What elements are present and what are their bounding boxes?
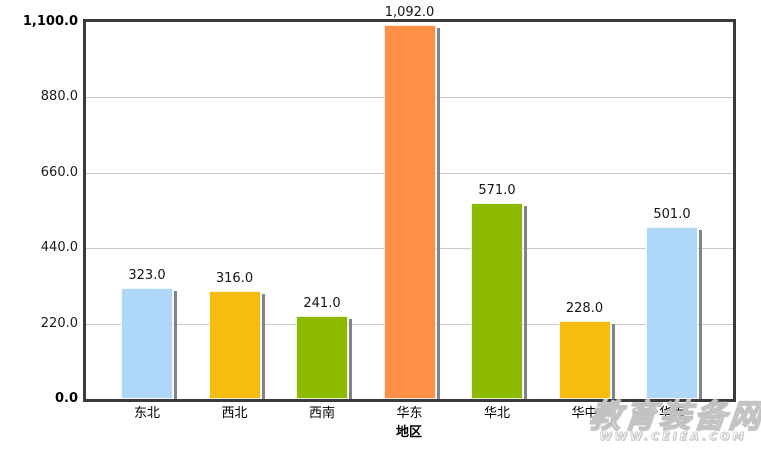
bars-layer: 323.0 东北 316.0 西北 241.0 西南 1,092.0 华东 571.0 华北 228… <box>86 6 733 421</box>
y-axis-tick-label: 220.0 <box>40 315 78 331</box>
bar-shadow <box>349 319 352 399</box>
bar-fill <box>296 316 348 399</box>
bar-value-label: 1,092.0 <box>384 5 435 20</box>
category-label: 东北 <box>133 406 161 421</box>
y-axis-tick-label: 660.0 <box>40 164 78 180</box>
bar-fill <box>471 203 523 399</box>
category-label: 华北 <box>483 406 511 421</box>
category-label: 西南 <box>308 406 336 421</box>
bar: 241.0 西南 <box>296 297 352 421</box>
x-axis-title: 地区 <box>395 425 423 440</box>
bar-fill <box>121 288 173 399</box>
bar-shadow <box>699 230 702 399</box>
bar-shadow <box>174 291 177 399</box>
bar: 228.0 华中 <box>558 302 615 421</box>
bar-shadow <box>261 294 265 399</box>
y-axis-tick-label: 880.0 <box>40 89 78 105</box>
y-axis-tick-label: 0.0 <box>54 391 78 406</box>
bar: 571.0 华北 <box>471 184 527 421</box>
bar-shadow <box>524 206 527 399</box>
category-label: 华南 <box>658 406 686 421</box>
bar-fill <box>558 321 611 399</box>
category-label: 西北 <box>221 406 248 421</box>
bar-value-label: 228.0 <box>565 301 604 316</box>
bar-fill <box>383 25 436 399</box>
bar-fill <box>646 227 698 399</box>
bar: 501.0 华南 <box>646 208 702 421</box>
bar: 323.0 东北 <box>121 269 177 421</box>
bar-shadow <box>611 324 615 399</box>
bar-value-label: 241.0 <box>303 296 341 311</box>
category-label: 华中 <box>571 406 598 421</box>
watermark-url: WWW.CEIEA.COM <box>599 430 747 444</box>
bar-value-label: 571.0 <box>478 183 516 198</box>
bar-value-label: 323.0 <box>128 268 166 283</box>
y-axis-tick-label: 440.0 <box>40 240 78 256</box>
category-label: 华东 <box>396 406 423 421</box>
bar-fill <box>208 291 261 399</box>
bar: 1,092.0 华东 <box>383 6 440 421</box>
y-axis-tick-label: 1,100.0 <box>22 14 78 29</box>
bar-value-label: 316.0 <box>215 271 254 286</box>
bar-value-label: 501.0 <box>653 207 691 222</box>
bar-shadow <box>436 28 440 399</box>
bar: 316.0 西北 <box>208 272 265 421</box>
